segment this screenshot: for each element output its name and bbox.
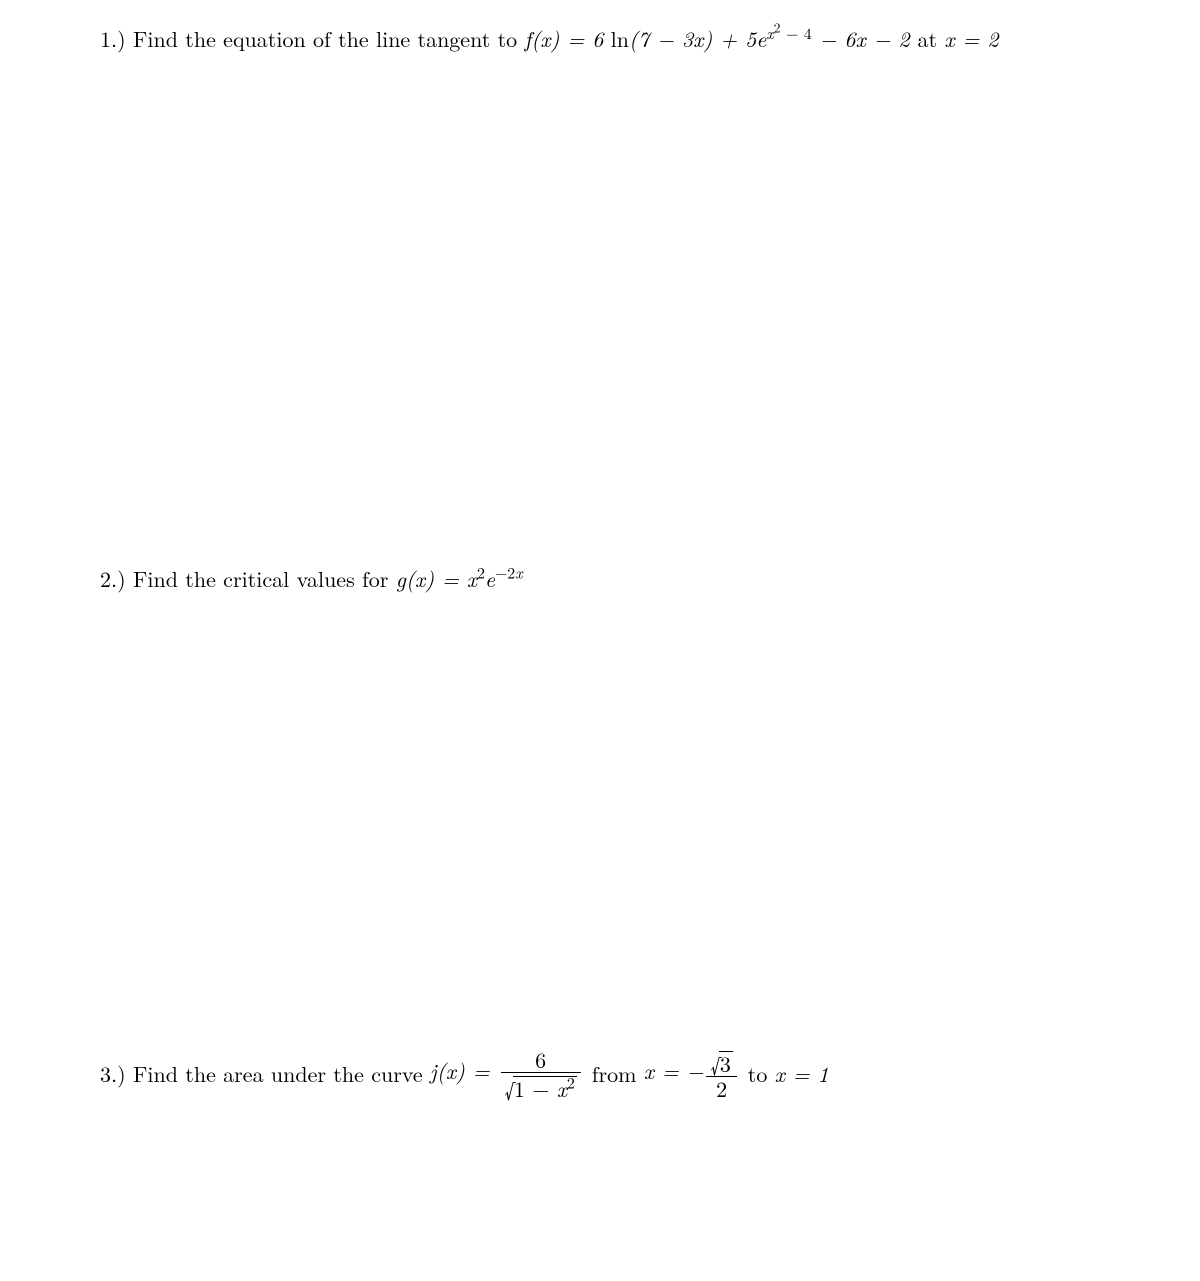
- problem-1-at: at: [917, 23, 944, 54]
- fraction-numerator: 6: [501, 1048, 581, 1072]
- problem-2-text: Find the critical values for: [133, 563, 396, 594]
- problem-3-text: Find the area under the curve: [133, 1058, 430, 1089]
- problem-1-function: f(x) = 6 ln(7 − 3x) + 5ex2 − 4 − 6x − 2: [524, 23, 917, 54]
- sqrt-symbol: √: [710, 1053, 720, 1077]
- problem-1: 1.) Find the equation of the line tangen…: [100, 24, 998, 55]
- fraction: √3 2: [706, 1048, 736, 1101]
- sqrt: √1 − x2: [505, 1076, 577, 1101]
- fraction: 6 √1 − x2: [501, 1048, 581, 1101]
- problem-3-to-value: x = 1: [775, 1058, 829, 1089]
- sqrt-symbol: √: [505, 1078, 515, 1102]
- problem-1-number: 1.): [100, 23, 126, 54]
- fraction-denominator: √1 − x2: [501, 1072, 581, 1101]
- problem-3-to: to: [748, 1058, 775, 1089]
- problem-3-number: 3.): [100, 1058, 126, 1089]
- problem-3-from: from: [592, 1058, 644, 1089]
- problem-3: 3.) Find the area under the curve j(x) =…: [100, 1048, 829, 1101]
- problem-2: 2.) Find the critical values for g(x) = …: [100, 564, 523, 595]
- problem-1-text: Find the equation of the line tangent to: [133, 23, 524, 54]
- problem-2-number: 2.): [100, 563, 126, 594]
- sqrt-body: 1 − x2: [513, 1076, 577, 1101]
- math-text: f(x) = 6 ln(7 − 3x) + 5ex2 − 4 − 6x − 2: [524, 23, 909, 54]
- problem-2-function: g(x) = x2e−2x: [396, 563, 523, 594]
- problem-1-at-value: x = 2: [944, 23, 998, 54]
- problem-3-from-value: x = − √3 2: [644, 1055, 748, 1086]
- problem-3-function: j(x) = 6 √1 − x2: [430, 1055, 592, 1086]
- sqrt: √3: [710, 1051, 732, 1076]
- page: 1.) Find the equation of the line tangen…: [0, 0, 1200, 1281]
- fraction-numerator: √3: [706, 1048, 736, 1076]
- sqrt-body: 3: [719, 1051, 733, 1076]
